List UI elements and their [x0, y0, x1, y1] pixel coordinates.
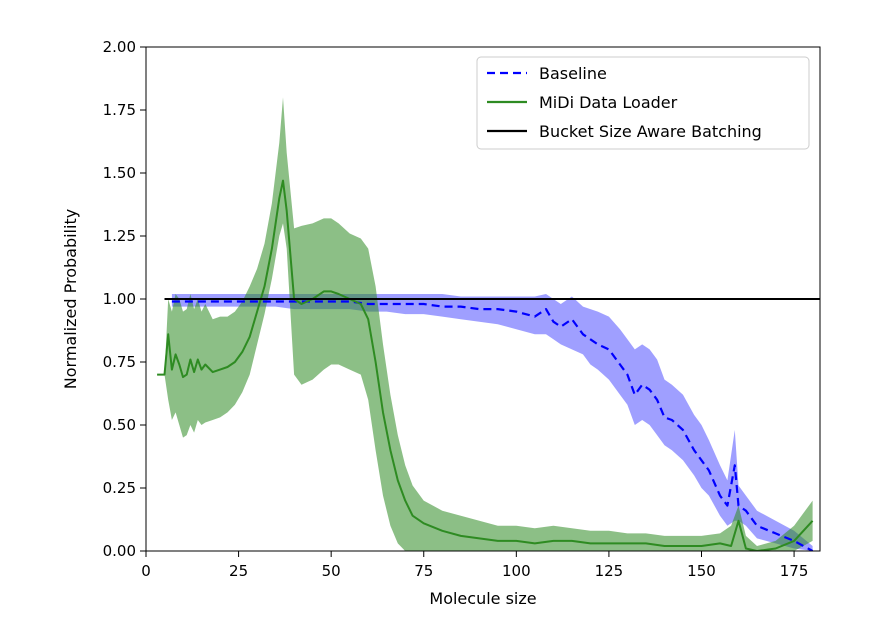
legend: Baseline MiDi Data Loader Bucket Size Awar…	[476, 56, 810, 150]
x-tick-label: 50	[322, 562, 341, 580]
legend-label-bucket-size-aware-batching: Bucket Size Aware Batching	[539, 122, 762, 141]
line-baseline	[171, 300, 814, 551]
series-lines	[157, 179, 820, 551]
y-tick-label: 1.00	[103, 290, 136, 308]
x-tick-label: 175	[780, 562, 809, 580]
y-axis-title: Normalized Probability	[61, 209, 80, 389]
x-tick-label: 0	[141, 562, 151, 580]
x-tick-label: 150	[687, 562, 716, 580]
x-axis: 0 25 50 75 100 125 150 175	[141, 551, 808, 580]
x-tick-label: 75	[414, 562, 433, 580]
y-tick-label: 1.50	[103, 164, 136, 182]
y-tick-label: 0.25	[103, 479, 136, 497]
legend-label-midi-data-loader: MiDi Data Loader	[539, 93, 678, 112]
x-axis-title: Molecule size	[429, 589, 536, 608]
y-tick-label: 1.25	[103, 227, 136, 245]
y-tick-label: 0.75	[103, 353, 136, 371]
x-tick-label: 125	[595, 562, 624, 580]
confidence-bands	[157, 97, 813, 551]
y-axis: 0.00 0.25 0.50 0.75 1.00 1.25 1.50 1.75 2.00	[103, 38, 146, 560]
y-tick-label: 1.75	[103, 101, 136, 119]
y-tick-label: 2.00	[103, 38, 136, 56]
x-tick-label: 100	[502, 562, 531, 580]
line-midi-data-loader	[157, 179, 814, 551]
legend-box	[476, 56, 810, 150]
band-baseline	[171, 294, 813, 551]
x-tick-label: 25	[229, 562, 248, 580]
y-tick-label: 0.00	[103, 542, 136, 560]
legend-label-baseline: Baseline	[539, 64, 607, 83]
y-tick-label: 0.50	[103, 416, 136, 434]
